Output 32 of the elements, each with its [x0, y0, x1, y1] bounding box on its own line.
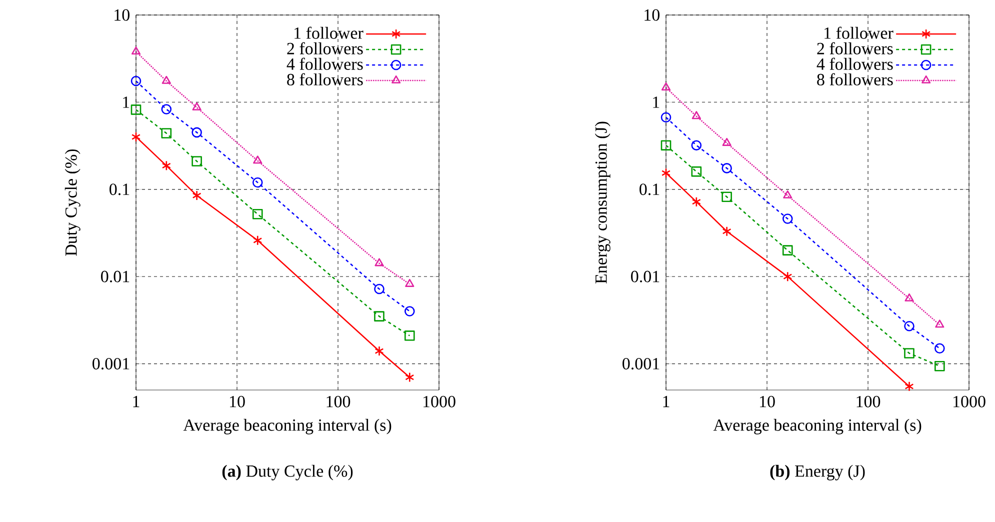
- x-tick-label: 100: [856, 396, 880, 408]
- x-axis-title: Average beaconing interval (s): [713, 418, 922, 434]
- y-tick-label: 10: [114, 9, 130, 21]
- text: (a) Duty Cycle (%): [222, 464, 353, 480]
- legend-label: 2 followers: [817, 42, 893, 54]
- legend-label: 4 followers: [816, 58, 893, 70]
- y-tick-label: 1: [123, 96, 130, 108]
- legend-label: 1 follower: [294, 26, 364, 39]
- legend-label: 8 followers: [287, 73, 363, 86]
- y-tick-label: 0.001: [92, 358, 130, 370]
- x-tick-label: 1: [133, 396, 140, 408]
- x-tick-label: 1: [663, 396, 670, 408]
- y-axis-title: Energy consumption (J): [594, 122, 610, 284]
- y-tick-label: 0.01: [101, 270, 130, 282]
- legend-label: 2 followers: [287, 42, 363, 54]
- x-tick-label: 1000: [424, 396, 456, 408]
- y-tick-label: 0.01: [631, 270, 660, 282]
- y-tick-label: 1: [653, 96, 660, 108]
- y-axis-title: Duty Cycle (%): [64, 149, 80, 256]
- x-tick-label: 100: [326, 396, 350, 408]
- x-tick-label: 10: [230, 396, 245, 408]
- text: (b) Energy (J): [770, 464, 865, 480]
- legend-label: 8 followers: [817, 73, 893, 86]
- legend-label: 4 followers: [286, 58, 363, 70]
- legend-label: 1 follower: [824, 26, 894, 39]
- y-tick-label: 10: [644, 9, 660, 21]
- y-tick-label: 0.001: [622, 358, 660, 370]
- x-axis-title: Average beaconing interval (s): [183, 418, 392, 434]
- x-tick-label: 10: [760, 396, 775, 408]
- x-tick-label: 1000: [954, 396, 986, 408]
- y-tick-label: 0.1: [640, 184, 660, 196]
- y-tick-label: 0.1: [110, 184, 130, 196]
